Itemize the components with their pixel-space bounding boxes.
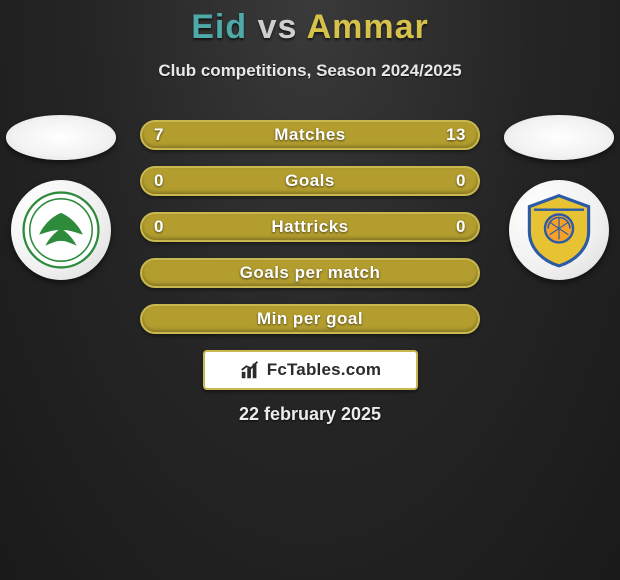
stat-row-matches: 7 Matches 13 xyxy=(140,120,480,150)
player2-photo-placeholder xyxy=(504,115,614,160)
stat-left-value: 0 xyxy=(154,217,204,237)
stat-left-value: 0 xyxy=(154,171,204,191)
subtitle-text: Club competitions, Season 2024/2025 xyxy=(0,61,620,81)
stat-left-value: 7 xyxy=(154,125,204,145)
stat-row-hattricks: 0 Hattricks 0 xyxy=(140,212,480,242)
bar-chart-icon xyxy=(239,359,261,381)
stat-right-value: 13 xyxy=(416,125,466,145)
club-badge-right xyxy=(509,180,609,280)
stat-label: Goals per match xyxy=(204,263,416,283)
stat-row-goals: 0 Goals 0 xyxy=(140,166,480,196)
stats-container: 7 Matches 13 0 Goals 0 0 Hattricks 0 Goa… xyxy=(140,120,480,425)
stat-row-gpm: Goals per match xyxy=(140,258,480,288)
club-crest-ismaily-icon xyxy=(520,191,598,269)
left-column xyxy=(6,115,116,280)
vs-text: vs xyxy=(258,8,298,46)
page-title: Eid vs Ammar xyxy=(0,0,620,47)
player1-photo-placeholder xyxy=(6,115,116,160)
stat-label: Matches xyxy=(204,125,416,145)
stat-row-mpg: Min per goal xyxy=(140,304,480,334)
stat-label: Hattricks xyxy=(204,217,416,237)
right-column xyxy=(504,115,614,280)
stat-right-value: 0 xyxy=(416,171,466,191)
stat-label: Goals xyxy=(204,171,416,191)
club-badge-left xyxy=(11,180,111,280)
date-text: 22 february 2025 xyxy=(140,404,480,425)
club-crest-al-masry-icon xyxy=(22,191,100,269)
player1-name: Eid xyxy=(191,8,247,46)
brand-box: FcTables.com xyxy=(203,350,418,390)
infographic-root: Eid vs Ammar Club competitions, Season 2… xyxy=(0,0,620,580)
player2-name: Ammar xyxy=(307,8,429,46)
stat-label: Min per goal xyxy=(204,309,416,329)
stat-right-value: 0 xyxy=(416,217,466,237)
brand-text: FcTables.com xyxy=(267,360,382,380)
